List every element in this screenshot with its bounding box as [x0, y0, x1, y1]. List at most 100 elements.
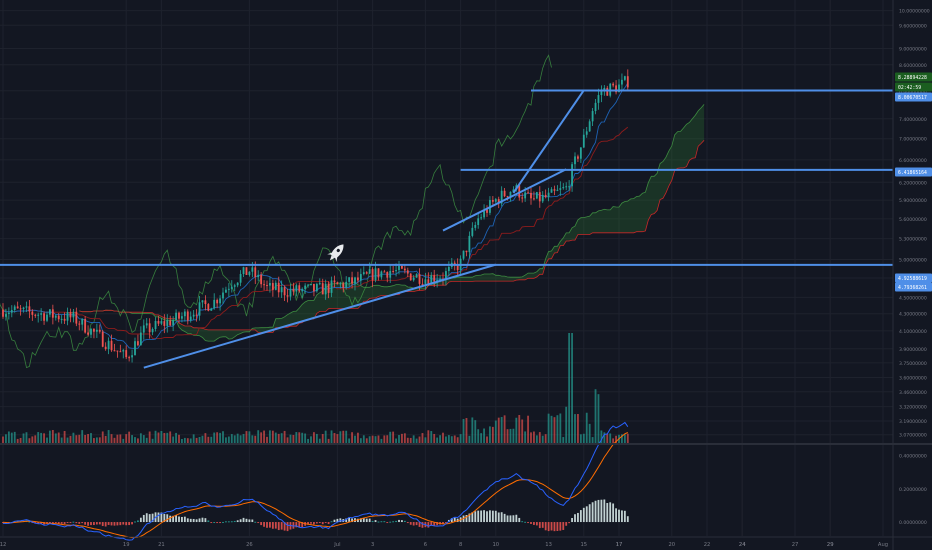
candle-body: [389, 270, 392, 278]
candle-body: [178, 312, 180, 319]
volume-bar: [175, 432, 177, 443]
macd-histogram-bar: [351, 518, 353, 523]
volume-bar: [533, 431, 535, 443]
macd-histogram-bar: [544, 522, 547, 531]
time-tick-label: 29: [827, 542, 834, 548]
volume-bar: [547, 413, 550, 443]
time-tick-label: 12: [0, 542, 6, 548]
candle-body: [374, 268, 377, 281]
candle-body: [503, 190, 506, 197]
volume-bar: [116, 434, 119, 443]
volume-bar: [280, 433, 283, 443]
candle-body: [412, 277, 415, 281]
volume-bar: [181, 438, 183, 443]
macd-histogram-bar: [116, 522, 119, 526]
candle-body: [181, 316, 183, 319]
macd-histogram-bar: [450, 518, 453, 523]
volume-bar: [66, 437, 69, 443]
macd-histogram-bar: [494, 510, 497, 523]
volume-bar: [19, 437, 22, 443]
candle-body: [544, 194, 547, 198]
candle-body: [286, 295, 289, 297]
ichimoku-lines: [0, 54, 629, 369]
macd-histogram-bar: [298, 522, 301, 528]
candle-body: [213, 299, 216, 309]
trendlines[interactable]: [143, 89, 585, 369]
candle-body: [447, 266, 450, 272]
candle-body: [579, 147, 582, 159]
volume-bar: [553, 417, 556, 443]
candle-body: [93, 328, 95, 332]
volume-bar: [579, 434, 582, 443]
macd-histogram-bar: [588, 504, 591, 523]
macd-line: [2, 421, 629, 541]
volume-bar: [515, 417, 518, 443]
price-axis[interactable]: 10.00000000 9.60000000 9.00000000 8.6000000…: [899, 9, 930, 439]
macd-axis[interactable]: 0.40000000 0.20000000 0.00000000: [899, 454, 927, 526]
macd-histogram-bar: [230, 521, 233, 523]
time-tick-label: 29: [827, 542, 834, 548]
macd-histogram-bar: [406, 522, 409, 524]
macd-histogram-bar: [497, 512, 500, 523]
volume-bar: [75, 435, 78, 443]
macd-histogram-bar: [509, 515, 512, 523]
candle-body: [597, 95, 600, 103]
macd-histogram-bar: [101, 522, 104, 527]
macd-histogram-bar: [409, 522, 412, 525]
macd-histogram-bar: [245, 518, 248, 523]
price-tick-label: 4.50000000: [899, 295, 927, 301]
macd-histogram-bar: [412, 522, 415, 526]
candle-body: [192, 314, 195, 317]
volume-bar: [415, 438, 418, 443]
candle-body: [612, 83, 615, 86]
volume-bar: [269, 430, 271, 443]
volume-bar: [40, 432, 43, 443]
volume-bar: [10, 432, 13, 443]
candle-body: [427, 279, 430, 285]
price-tick-label: 7.40000000: [899, 117, 927, 123]
candle-body: [477, 218, 480, 225]
price-tag: 4.79368261: [895, 282, 932, 292]
candle-body: [227, 288, 230, 290]
volume-bar: [450, 436, 453, 443]
candle-body: [198, 302, 201, 316]
macd-histogram-bar: [547, 522, 550, 532]
macd-histogram-bar: [333, 519, 336, 523]
volume-bar: [254, 435, 257, 443]
volume-bar: [110, 434, 113, 443]
candle-body: [271, 283, 274, 290]
candle-body: [333, 280, 336, 283]
price-tick-label: 10.00000000: [899, 9, 930, 15]
macd-histogram-bar: [277, 522, 280, 531]
volume-bar: [497, 417, 500, 443]
macd-histogram-bar: [521, 521, 524, 523]
volume-bar: [603, 432, 606, 443]
candle-body: [318, 283, 321, 285]
volume-bar: [216, 432, 219, 443]
candle-body: [128, 357, 131, 359]
candle-body: [283, 287, 286, 296]
volume-bar: [236, 433, 239, 443]
macd-histogram-bar: [506, 515, 509, 523]
volume-bar: [245, 431, 248, 443]
volume-bar: [222, 431, 224, 443]
macd-histogram-bar: [207, 520, 210, 523]
candle-body: [392, 270, 395, 272]
macd-histogram-bar: [90, 522, 92, 526]
cloud-area: [79, 104, 705, 342]
horizontal-levels[interactable]: [0, 89, 893, 266]
candle-body: [559, 188, 562, 190]
macd-histogram-bar: [63, 522, 66, 525]
macd-histogram-bar: [489, 510, 491, 523]
macd-histogram-bar: [292, 522, 295, 529]
macd-histogram-bar: [51, 522, 54, 524]
volume-bar: [600, 430, 603, 443]
macd-histogram-bar: [445, 522, 447, 524]
macd-histogram-bar: [134, 521, 136, 523]
candle-body: [527, 192, 529, 194]
volume-bar: [518, 415, 521, 443]
volume-bar: [172, 436, 175, 443]
price-tick-label: 5.90000000: [899, 198, 927, 204]
